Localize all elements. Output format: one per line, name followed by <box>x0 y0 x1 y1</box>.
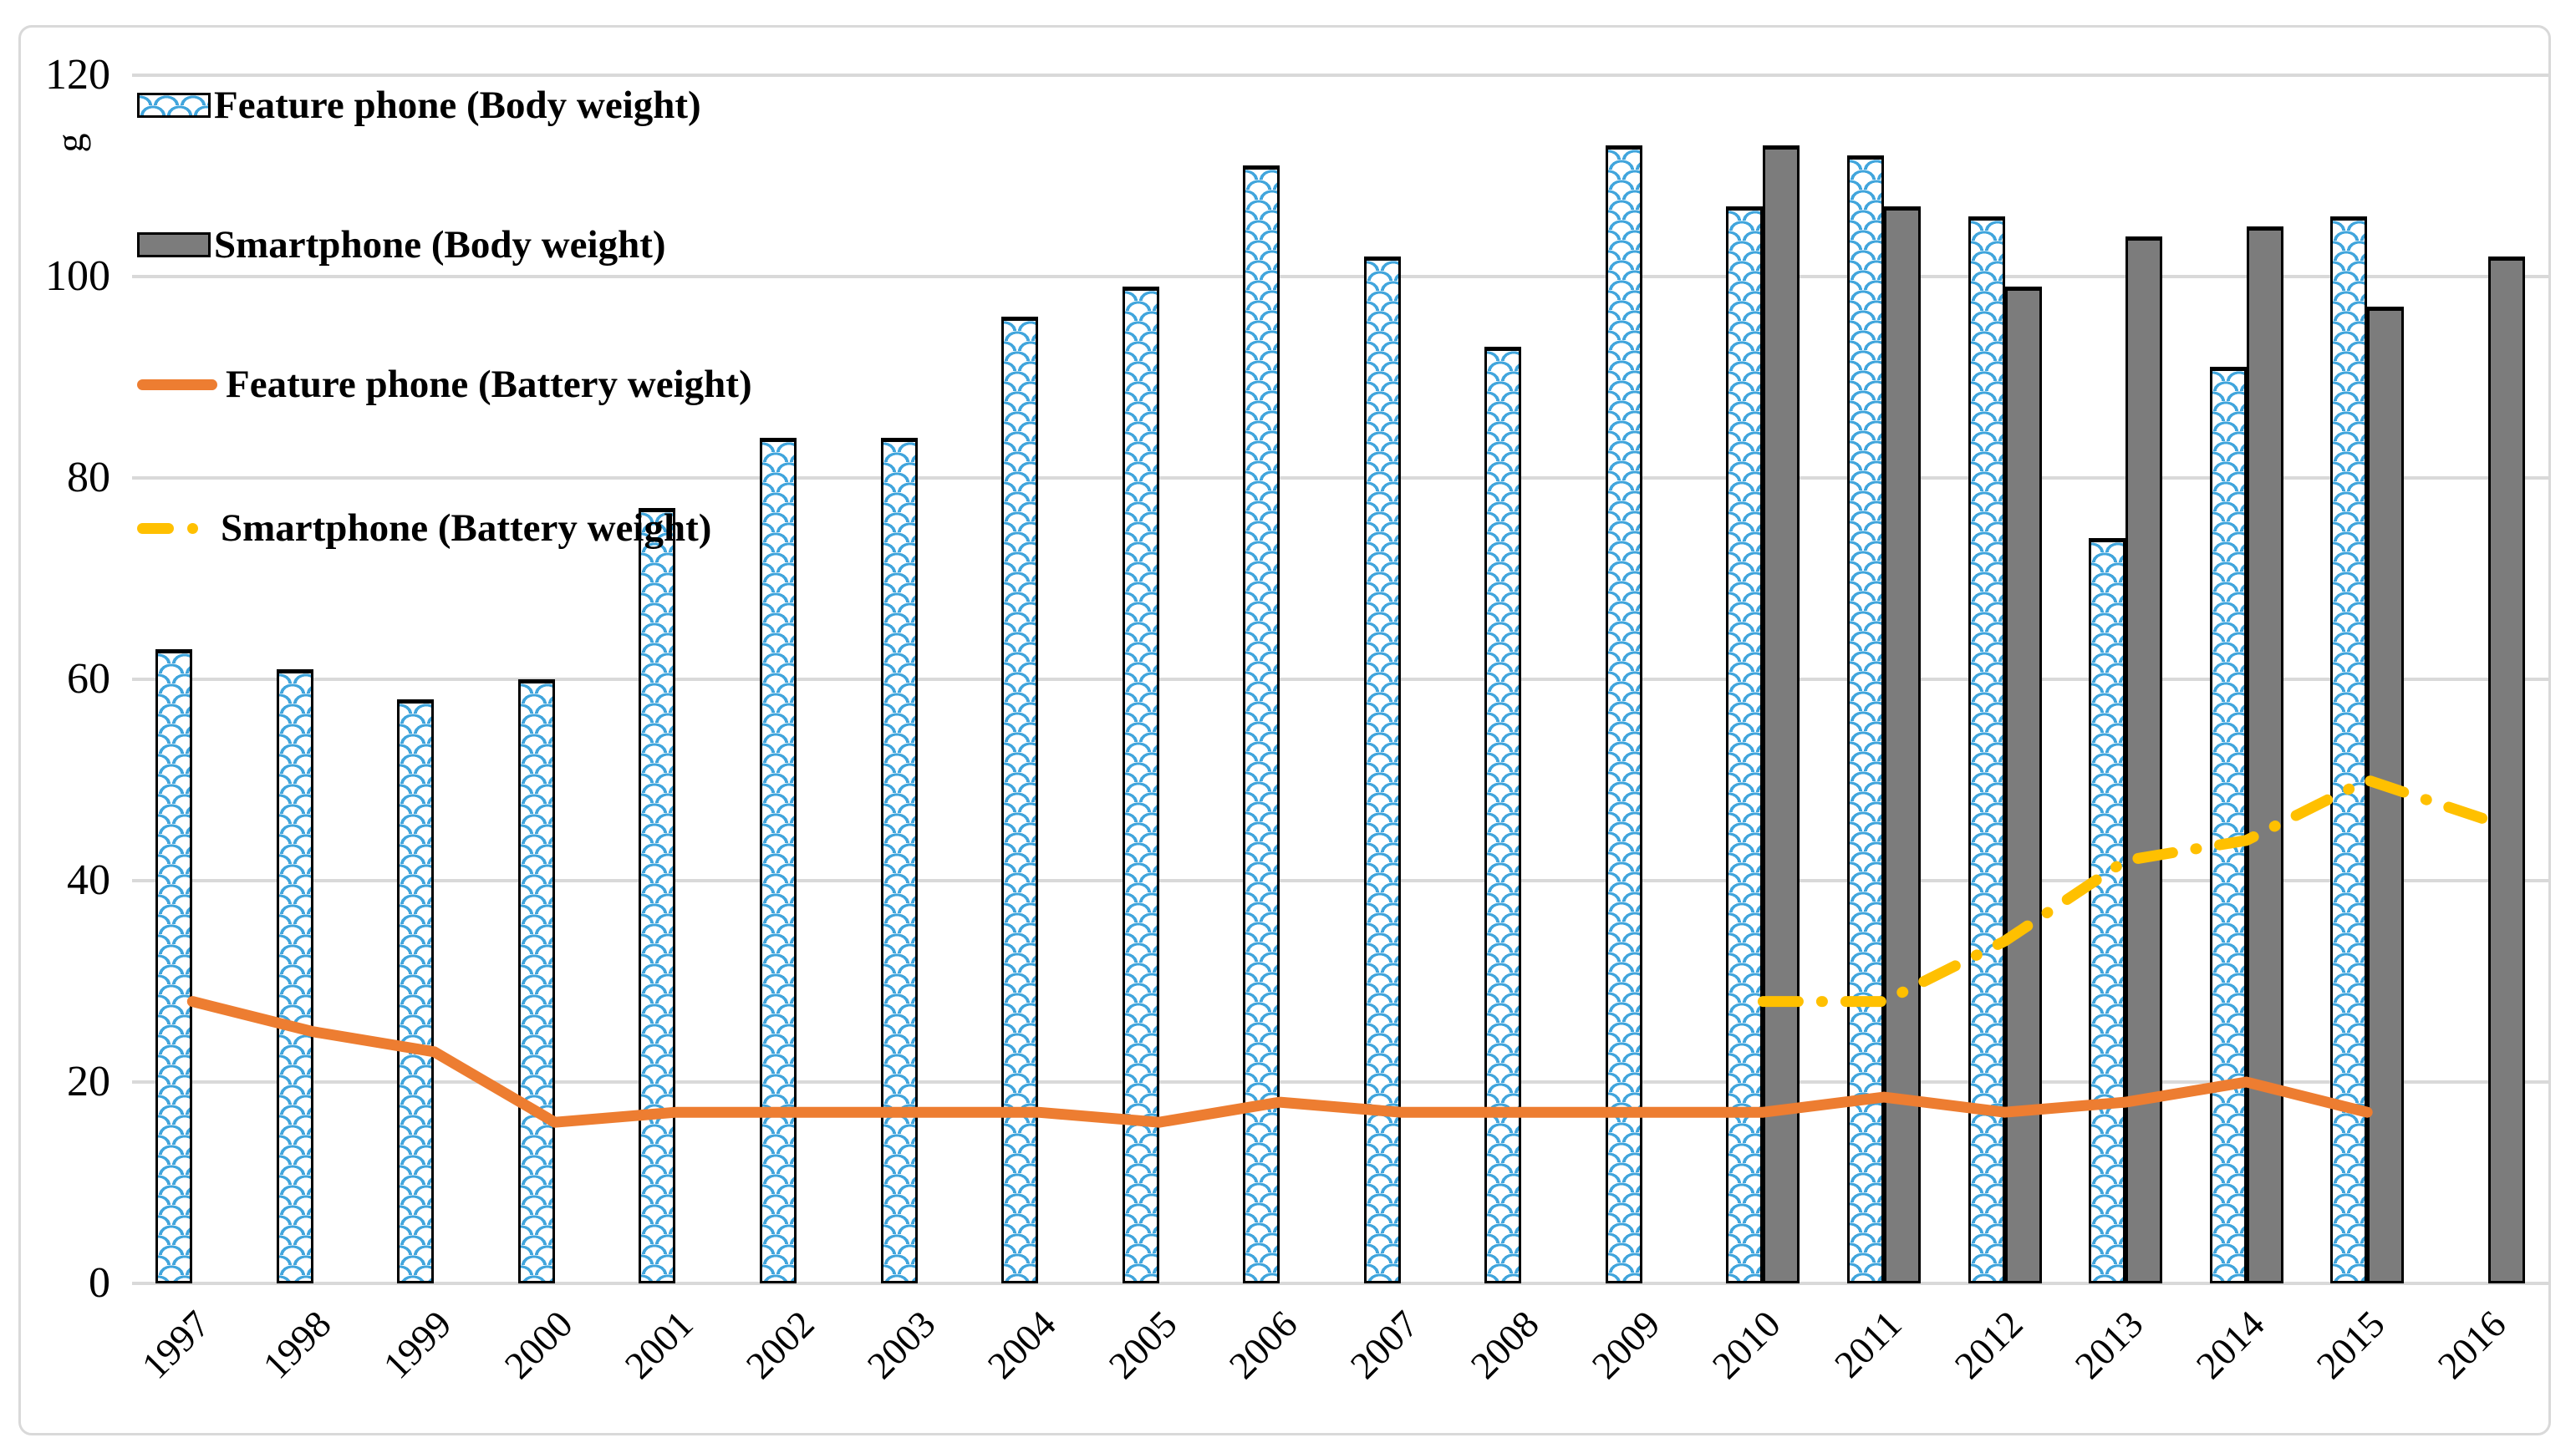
bar-feature-phone-2010 <box>1726 206 1764 1283</box>
gridline-120 <box>132 74 2548 77</box>
bar-smartphone-2016 <box>2487 256 2525 1283</box>
gray-bar-swatch-icon <box>137 232 211 257</box>
gridline-0 <box>132 1282 2548 1285</box>
gridline-20 <box>132 1080 2548 1084</box>
bar-feature-phone-2009 <box>1605 145 1642 1283</box>
gridline-100 <box>132 275 2548 278</box>
legend-item-smartphone-body: Smartphone (Body weight) <box>137 220 666 270</box>
legend-item-feature-phone-battery: Feature phone (Battery weight) <box>137 359 752 409</box>
bar-smartphone-2014 <box>2246 226 2283 1283</box>
line-series-layer <box>186 775 2494 1128</box>
hatched-bar-swatch-icon <box>137 93 211 118</box>
legend-item-smartphone-battery: Smartphone (Battery weight) <box>137 503 711 553</box>
gridline-60 <box>132 678 2548 681</box>
plot-area <box>132 74 2548 1285</box>
bar-smartphone-2012 <box>2004 287 2042 1283</box>
y-axis-unit-label: g <box>48 133 91 153</box>
bars-layer <box>132 75 2548 1283</box>
bar-feature-phone-2002 <box>760 437 797 1283</box>
bar-feature-phone-1998 <box>276 668 313 1283</box>
y-tick-label-40: 40 <box>67 856 110 904</box>
bar-feature-phone-2008 <box>1484 347 1522 1283</box>
y-tick-label-120: 120 <box>45 51 110 99</box>
chart-frame <box>18 25 2551 1435</box>
gold-dash-swatch-icon <box>137 522 174 534</box>
gridline-40 <box>132 879 2548 882</box>
bar-feature-phone-2014 <box>2209 367 2247 1283</box>
legend-item-feature-phone-body: Feature phone (Body weight) <box>137 80 701 130</box>
y-tick-label-20: 20 <box>67 1058 110 1105</box>
bar-feature-phone-2000 <box>517 679 555 1283</box>
y-tick-label-100: 100 <box>45 252 110 300</box>
y-tick-label-0: 0 <box>89 1259 110 1307</box>
bar-feature-phone-2001 <box>639 508 676 1283</box>
bar-feature-phone-2004 <box>1001 317 1039 1283</box>
y-tick-label-60: 60 <box>67 655 110 703</box>
bar-smartphone-2010 <box>1763 145 1800 1283</box>
bar-feature-phone-2003 <box>880 437 918 1283</box>
legend-label: Smartphone (Battery weight) <box>221 506 712 550</box>
bar-feature-phone-2013 <box>2089 538 2126 1283</box>
line-dashdot-gold <box>1757 775 2494 1008</box>
bar-feature-phone-2006 <box>1243 165 1280 1283</box>
y-tick-label-80: 80 <box>67 454 110 501</box>
legend-label: Feature phone (Body weight) <box>214 84 701 127</box>
bar-feature-phone-1997 <box>155 648 193 1283</box>
line-solid-orange <box>186 996 2373 1128</box>
bar-smartphone-2013 <box>2125 236 2163 1283</box>
gold-dot-swatch-icon <box>187 522 198 534</box>
orange-line-swatch-icon <box>137 378 217 390</box>
legend-label: Smartphone (Body weight) <box>214 223 666 267</box>
legend-label: Feature phone (Battery weight) <box>226 363 752 406</box>
bar-feature-phone-1999 <box>397 699 435 1283</box>
gridline-80 <box>132 476 2548 480</box>
